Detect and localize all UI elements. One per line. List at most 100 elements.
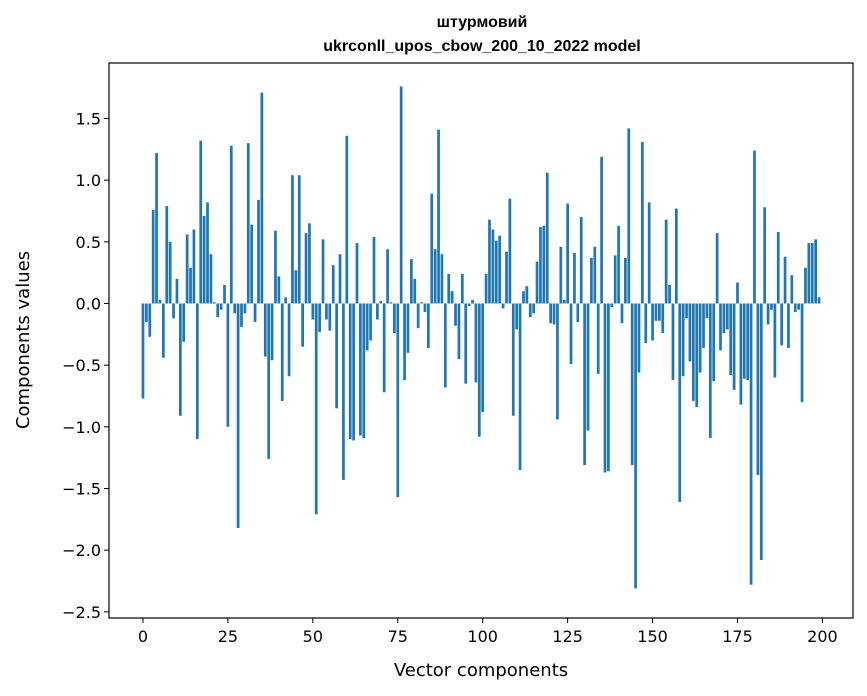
bar-121 — [552, 303, 556, 325]
bar-56 — [331, 265, 335, 304]
bar-122 — [556, 303, 559, 420]
bar-39 — [274, 230, 277, 304]
bar-106 — [501, 303, 505, 309]
bar-145 — [634, 303, 637, 589]
bar-3 — [151, 209, 155, 304]
bar-49 — [308, 223, 311, 304]
bar-172 — [725, 303, 729, 330]
bar-57 — [335, 303, 338, 409]
bar-193 — [797, 303, 800, 310]
bar-138 — [610, 303, 614, 308]
bar-125 — [566, 203, 569, 304]
x-tick-label: 200 — [807, 627, 838, 646]
y-tick-label: −0.5 — [62, 356, 101, 375]
bar-74 — [393, 303, 396, 334]
chart-title-line2: ukrconll_upos_cbow_200_10_2022 model — [323, 38, 640, 55]
bar-181 — [756, 303, 760, 475]
bar-60 — [345, 135, 349, 304]
bar-127 — [573, 252, 576, 304]
bar-50 — [311, 303, 315, 320]
bar-75 — [396, 303, 400, 498]
bar-126 — [569, 303, 573, 364]
bar-67 — [369, 303, 372, 341]
bar-26 — [229, 145, 233, 304]
bar-168 — [712, 303, 716, 382]
bar-33 — [253, 303, 257, 322]
bar-43 — [287, 303, 291, 377]
bar-46 — [297, 175, 301, 304]
bar-94 — [460, 273, 464, 304]
bar-82 — [420, 302, 423, 304]
bar-64 — [359, 303, 362, 436]
bar-143 — [627, 128, 631, 304]
bar-140 — [617, 225, 620, 304]
x-tick-label: 25 — [218, 627, 238, 646]
bar-53 — [321, 239, 325, 304]
bar-194 — [800, 303, 804, 403]
bar-183 — [763, 207, 767, 304]
bar-17 — [199, 140, 203, 304]
bar-61 — [348, 303, 352, 440]
bar-21 — [212, 302, 216, 304]
x-tick-label: 50 — [303, 627, 323, 646]
bar-134 — [596, 303, 600, 374]
bar-160 — [685, 303, 688, 319]
bar-109 — [511, 303, 515, 416]
bar-0 — [141, 303, 145, 399]
bar-34 — [257, 199, 260, 304]
bar-130 — [583, 303, 586, 466]
bar-85 — [430, 193, 434, 304]
bar-88 — [440, 254, 444, 304]
bar-156 — [671, 303, 675, 380]
bar-68 — [372, 236, 376, 304]
bar-8 — [168, 241, 172, 304]
bar-195 — [804, 267, 807, 304]
bar-155 — [668, 285, 671, 304]
bar-136 — [603, 303, 607, 473]
bar-72 — [386, 249, 389, 304]
bar-91 — [450, 291, 454, 304]
bar-83 — [423, 303, 427, 313]
bar-184 — [766, 303, 770, 325]
bar-164 — [698, 303, 702, 373]
bar-133 — [593, 246, 597, 304]
bar-178 — [746, 303, 750, 380]
bar-175 — [736, 282, 739, 304]
bar-69 — [376, 303, 379, 320]
bar-120 — [549, 303, 552, 324]
bar-79 — [410, 259, 413, 304]
bars-group — [141, 86, 821, 589]
bar-112 — [522, 291, 525, 304]
bar-191 — [790, 275, 794, 304]
bar-58 — [338, 254, 342, 304]
chart-title-line1: штурмовий — [437, 14, 528, 31]
x-tick-label: 150 — [637, 627, 668, 646]
bar-66 — [365, 303, 369, 351]
bar-171 — [722, 303, 726, 334]
bar-28 — [236, 303, 240, 528]
bar-22 — [216, 303, 220, 318]
y-tick-label: 0.5 — [76, 233, 101, 252]
bar-47 — [301, 303, 304, 347]
bar-180 — [753, 150, 756, 304]
bar-76 — [399, 86, 403, 304]
bar-154 — [664, 219, 668, 304]
bar-147 — [641, 141, 644, 304]
bar-113 — [525, 286, 529, 304]
bar-6 — [162, 303, 165, 358]
bar-32 — [250, 224, 254, 304]
bar-177 — [742, 303, 746, 379]
bar-19 — [206, 202, 209, 304]
bar-86 — [433, 249, 437, 304]
bar-174 — [732, 303, 736, 390]
bar-2 — [148, 303, 152, 337]
x-tick-label: 100 — [467, 627, 498, 646]
bar-1 — [145, 303, 148, 322]
bar-170 — [719, 303, 722, 351]
bar-162 — [691, 303, 695, 401]
x-tick-label: 0 — [138, 627, 148, 646]
bar-116 — [535, 261, 539, 304]
y-axis-label: Components values — [13, 251, 34, 429]
bar-149 — [647, 202, 651, 304]
bar-55 — [328, 303, 332, 331]
